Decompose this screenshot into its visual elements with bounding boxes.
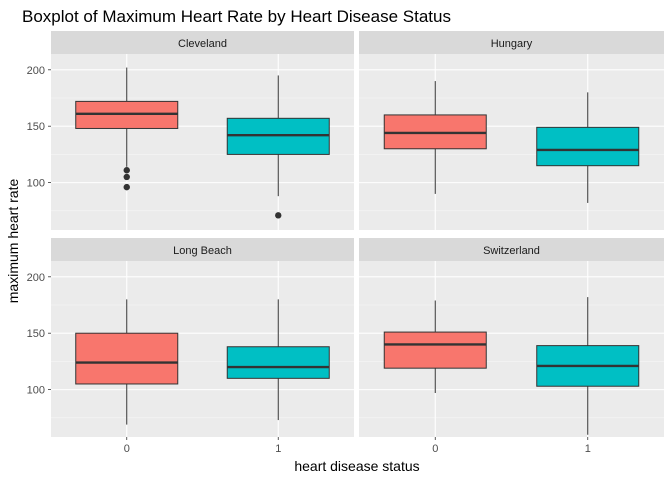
y-axis-title: maximum heart rate	[5, 179, 21, 304]
facet-panel-long-beach: Long Beach 100 150 200 0 1	[27, 238, 354, 455]
facet-strip-label: Hungary	[491, 38, 533, 50]
box-group-0	[383, 331, 487, 369]
y-tick-label: 100	[27, 385, 45, 397]
chart-title: Boxplot of Maximum Heart Rate by Heart D…	[22, 7, 451, 26]
facet-strip-label: Long Beach	[173, 245, 232, 257]
y-tick-label: 150	[27, 121, 45, 133]
y-tick-label: 200	[27, 272, 45, 284]
outlier-point	[123, 173, 130, 181]
outlier-point	[123, 167, 130, 174]
box-group-0	[75, 332, 179, 385]
facet-panel-hungary: Hungary	[359, 31, 664, 230]
facet-strip-label: Cleveland	[178, 38, 227, 50]
x-tick-label: 1	[585, 443, 591, 455]
y-tick-label: 200	[27, 65, 45, 77]
box-group-1	[226, 346, 330, 379]
y-tick-label: 150	[27, 328, 45, 340]
facet-strip	[51, 31, 354, 54]
box-group-1	[536, 126, 640, 167]
x-tick-label: 1	[275, 443, 281, 455]
facet-strip	[359, 31, 664, 54]
facet-strip-label: Switzerland	[483, 245, 540, 257]
outlier-point	[275, 212, 282, 219]
facet-strip	[359, 238, 664, 261]
x-tick-label: 0	[124, 443, 130, 455]
facet-panel-switzerland: Switzerland 0 1	[359, 238, 664, 455]
y-tick-label: 100	[27, 178, 45, 190]
outlier-point	[123, 183, 130, 191]
x-tick-label: 0	[432, 443, 438, 455]
x-axis-title: heart disease status	[294, 458, 419, 474]
facet-strip	[51, 238, 354, 261]
facet-panel-cleveland: Cleveland 100 150 200	[27, 31, 354, 230]
